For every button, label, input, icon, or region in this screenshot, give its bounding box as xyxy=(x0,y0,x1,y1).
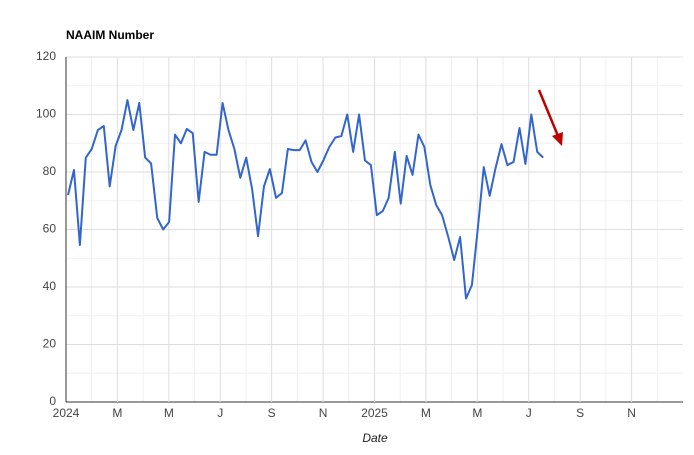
x-tick-label: M xyxy=(421,406,431,420)
arrow-annotation xyxy=(537,89,563,146)
x-tick-label: S xyxy=(268,406,276,420)
y-tick-label: 20 xyxy=(43,337,57,351)
y-tick-label: 40 xyxy=(43,279,57,293)
arrow-shaft xyxy=(537,89,560,137)
x-tick-label: M xyxy=(164,406,174,420)
y-tick-label: 80 xyxy=(43,164,57,178)
plot xyxy=(67,99,544,300)
x-tick-label: M xyxy=(472,406,482,420)
chart-title: NAAIM Number xyxy=(66,28,154,42)
x-tick-label: 2025 xyxy=(361,406,388,420)
y-tick-label: 120 xyxy=(36,49,56,63)
data-line xyxy=(67,99,544,300)
grid xyxy=(65,56,683,403)
y-tick-label: 0 xyxy=(49,394,56,408)
x-tick-label: J xyxy=(526,406,532,420)
y-tick-label: 60 xyxy=(43,222,57,236)
x-axis-label: Date xyxy=(362,431,388,445)
x-tick-label: N xyxy=(627,406,636,420)
y-tick-label: 100 xyxy=(36,107,56,121)
x-tick-label: J xyxy=(217,406,223,420)
arrow-head xyxy=(552,132,563,146)
x-tick-label: N xyxy=(319,406,328,420)
x-tick-label: S xyxy=(576,406,584,420)
x-tick-label: M xyxy=(112,406,122,420)
x-tick-label: 2024 xyxy=(53,406,80,420)
